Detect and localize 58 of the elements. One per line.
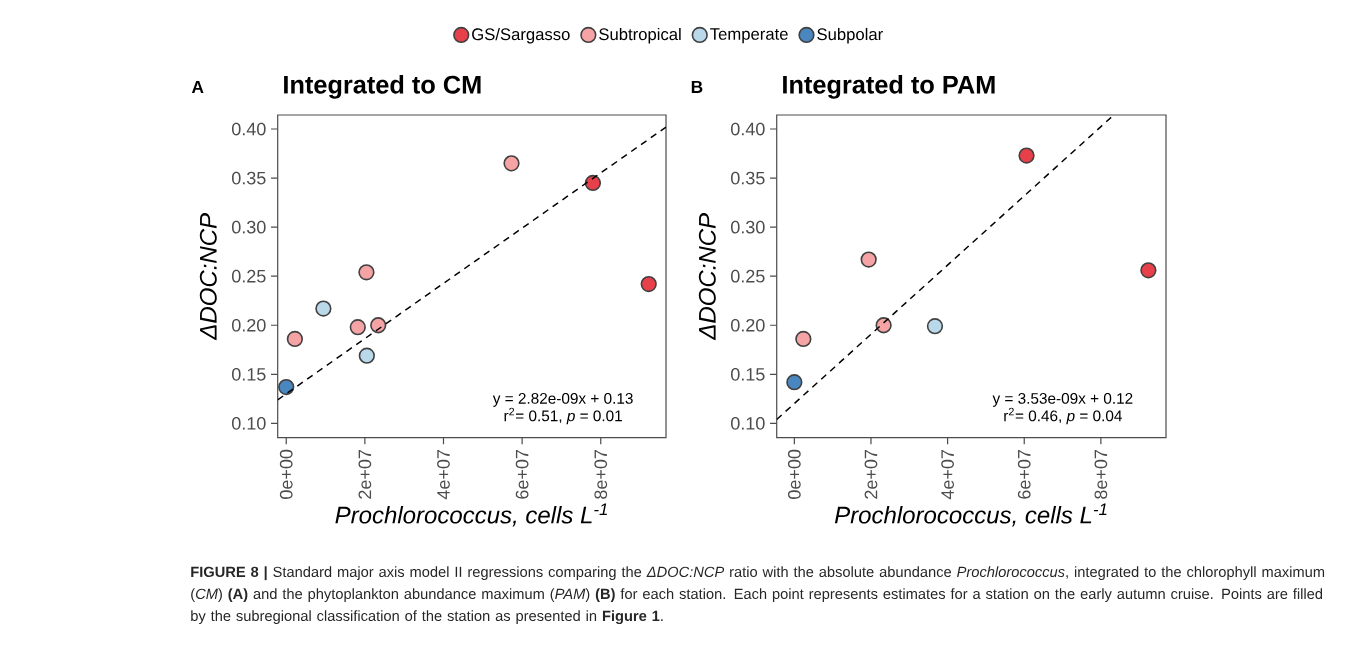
point: [315, 300, 332, 317]
x-tick-label: 2e+07: [358, 449, 372, 499]
text: FIGURE 8 | Standard major axis model II regressions comparing the ΔDOC:NCP ratio with the absolute abundance Prochlorococcus, integrated to the chlorophyll maximum (CM) (A) and the phytoplankton abundance maximum (PAM) (B) for each station. Each point represents estimates for a station on the early autumn cruise. Points are filled by the subregional classification of the station as presented in Figure 1.: [191, 566, 1325, 625]
point: [349, 319, 366, 336]
y-tick-label: 0.10: [232, 417, 266, 430]
y-tick-label: 0.10: [731, 417, 765, 430]
y-tick-label: 0.25: [731, 269, 765, 283]
point: [584, 174, 602, 192]
point: [875, 317, 892, 334]
legend-label: Temperate: [710, 28, 788, 44]
point: [278, 378, 295, 396]
chart-title: Integrated to PAM: [783, 75, 995, 99]
x-tick-label: 0e+00: [279, 449, 293, 499]
point: [786, 374, 803, 391]
y-tick-label: 0.15: [731, 367, 765, 381]
y-tick-label: 0.40: [731, 122, 765, 136]
y-tick-label: 0.30: [232, 220, 266, 234]
text: B: [691, 80, 703, 93]
x-tick-label: 0e+00: [787, 449, 801, 499]
x-tick-label: 2e+07: [864, 449, 878, 499]
x-axis-title: Prochlorococcus, cells L$^{-1}$: [335, 503, 607, 527]
y-axis-title: ΔDOC:NCP: [199, 213, 217, 341]
x-tick-label: 8e+07: [594, 449, 608, 499]
annotation: y = 3.53e-09x + 0.12: [992, 392, 1133, 407]
legend-label: Subpolar: [817, 27, 883, 44]
x-tick-label: 6e+07: [515, 449, 529, 499]
legend-label: Subtropical: [599, 27, 681, 44]
annotation: y = 2.82e-09x + 0.13: [492, 392, 633, 407]
y-tick-label: 0.30: [731, 220, 765, 234]
y-axis-title: ΔDOC:NCP: [698, 213, 716, 341]
point: [926, 318, 944, 335]
annotation: r$^{2}$= 0.51, p = 0.01: [504, 407, 622, 425]
y-tick-label: 0.40: [232, 122, 266, 136]
point: [370, 317, 387, 334]
y-tick-label: 0.15: [232, 367, 266, 381]
x-tick-label: 8e+07: [1094, 449, 1108, 499]
point: [503, 155, 520, 172]
point: [795, 330, 812, 348]
point: [358, 347, 375, 364]
chart-title: Integrated to CM: [284, 75, 481, 99]
x-tick-label: 4e+07: [941, 449, 954, 500]
x-axis-title: Prochlorococcus, cells L$^{-1}$: [834, 503, 1107, 527]
y-tick-label: 0.35: [731, 171, 765, 185]
point: [286, 330, 304, 348]
point: [860, 251, 877, 268]
annotation: r$^{2}$= 0.46, p = 0.04: [1004, 407, 1122, 425]
y-tick-label: 0.20: [731, 318, 765, 332]
point: [1018, 147, 1035, 164]
y-tick-label: 0.25: [232, 269, 266, 283]
text: A: [191, 80, 204, 93]
point: [1140, 262, 1157, 279]
y-tick-label: 0.35: [232, 171, 266, 185]
legend-label: GS/Sargasso: [472, 27, 570, 44]
x-tick-label: 4e+07: [437, 449, 450, 500]
point: [358, 264, 375, 281]
point: [640, 275, 657, 293]
y-tick-label: 0.20: [232, 318, 266, 332]
x-tick-label: 6e+07: [1017, 449, 1031, 499]
